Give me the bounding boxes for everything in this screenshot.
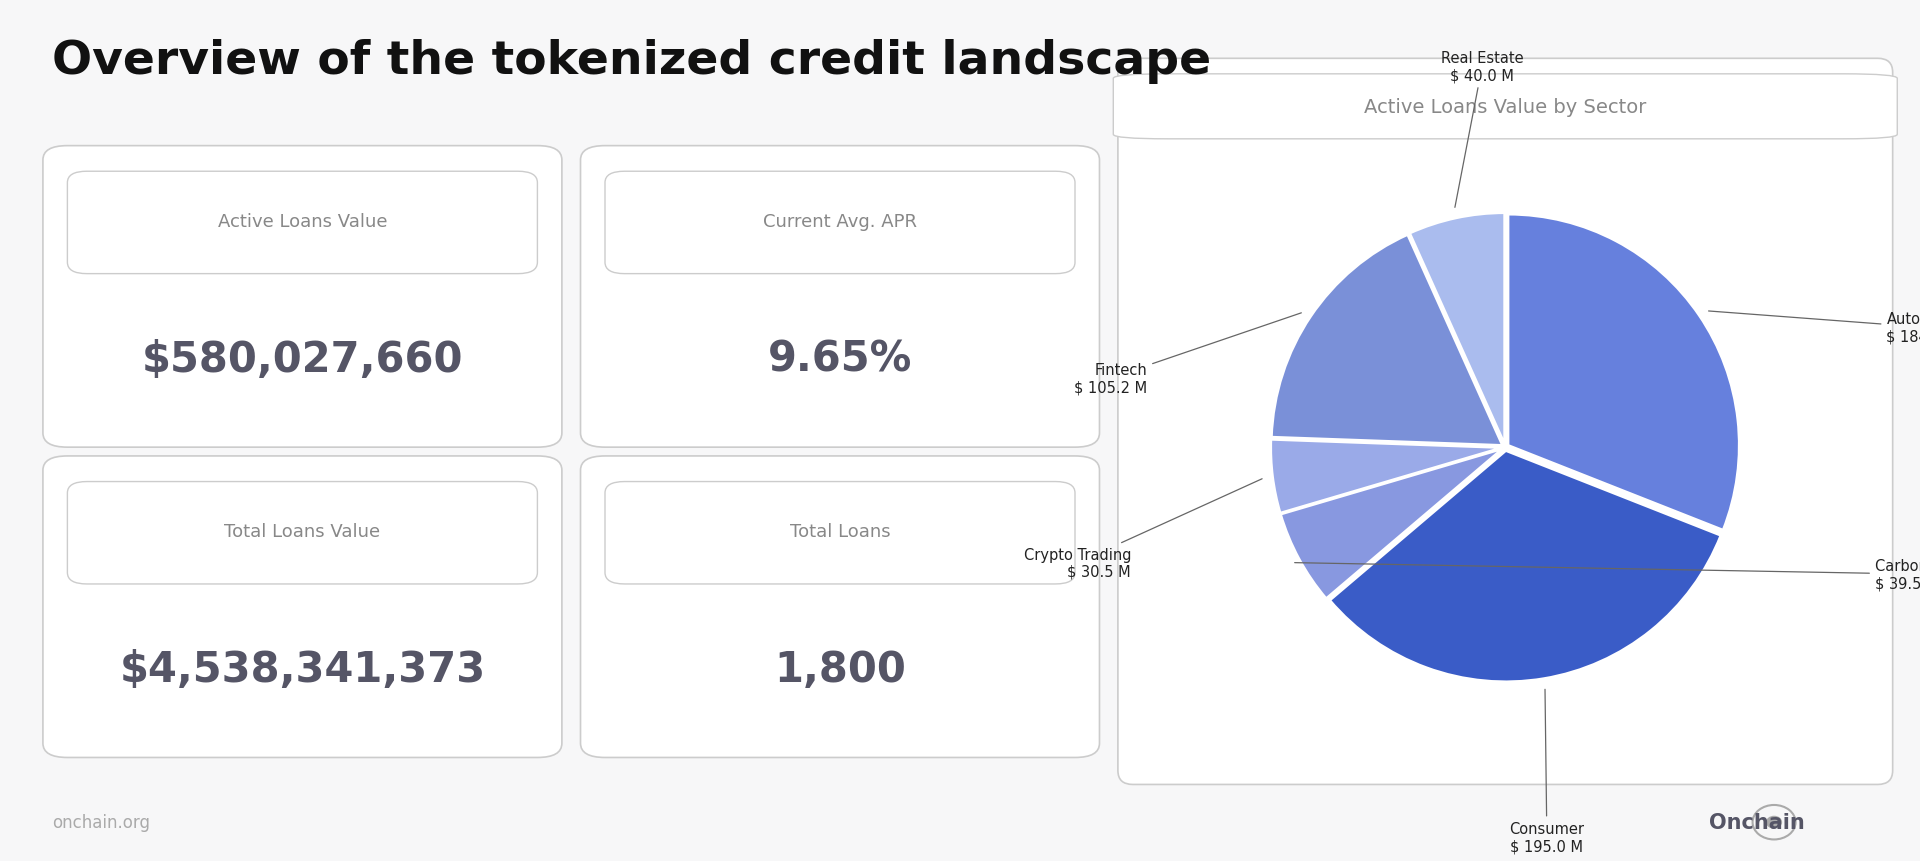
- FancyBboxPatch shape: [42, 456, 563, 758]
- Text: Total Loans: Total Loans: [789, 523, 891, 541]
- Text: Crypto Trading
$ 30.5 M: Crypto Trading $ 30.5 M: [1023, 480, 1261, 579]
- Wedge shape: [1409, 214, 1505, 444]
- FancyBboxPatch shape: [580, 146, 1100, 448]
- Text: Carbon Project
$ 39.5 M: Carbon Project $ 39.5 M: [1294, 559, 1920, 591]
- Wedge shape: [1281, 449, 1501, 598]
- FancyBboxPatch shape: [1117, 59, 1893, 784]
- FancyBboxPatch shape: [42, 146, 563, 448]
- Text: Current Avg. APR: Current Avg. APR: [762, 213, 918, 231]
- Text: Active Loans Value: Active Loans Value: [217, 213, 388, 231]
- Text: 9.65%: 9.65%: [768, 338, 912, 381]
- FancyBboxPatch shape: [605, 482, 1075, 585]
- Wedge shape: [1331, 451, 1720, 682]
- Text: Onchain: Onchain: [1709, 812, 1805, 833]
- Text: Fintech
$ 105.2 M: Fintech $ 105.2 M: [1073, 313, 1302, 394]
- Text: Total Loans Value: Total Loans Value: [225, 523, 380, 541]
- Text: Real Estate
$ 40.0 M: Real Estate $ 40.0 M: [1440, 51, 1523, 208]
- FancyBboxPatch shape: [1114, 75, 1897, 139]
- FancyBboxPatch shape: [580, 456, 1100, 758]
- FancyBboxPatch shape: [67, 482, 538, 585]
- FancyBboxPatch shape: [605, 172, 1075, 275]
- FancyBboxPatch shape: [67, 172, 538, 275]
- Text: Overview of the tokenized credit landscape: Overview of the tokenized credit landsca…: [52, 39, 1212, 84]
- Wedge shape: [1507, 215, 1740, 530]
- Text: 1,800: 1,800: [774, 648, 906, 691]
- Text: Consumer
$ 195.0 M: Consumer $ 195.0 M: [1509, 690, 1584, 854]
- Circle shape: [1766, 816, 1782, 828]
- Text: onchain.org: onchain.org: [52, 814, 150, 831]
- Text: Active Loans Value by Sector: Active Loans Value by Sector: [1363, 97, 1647, 117]
- Text: Auto
$ 184.1 M: Auto $ 184.1 M: [1709, 312, 1920, 344]
- Wedge shape: [1271, 440, 1501, 513]
- Text: $4,538,341,373: $4,538,341,373: [119, 648, 486, 691]
- Text: $580,027,660: $580,027,660: [142, 338, 463, 381]
- Wedge shape: [1271, 235, 1503, 446]
